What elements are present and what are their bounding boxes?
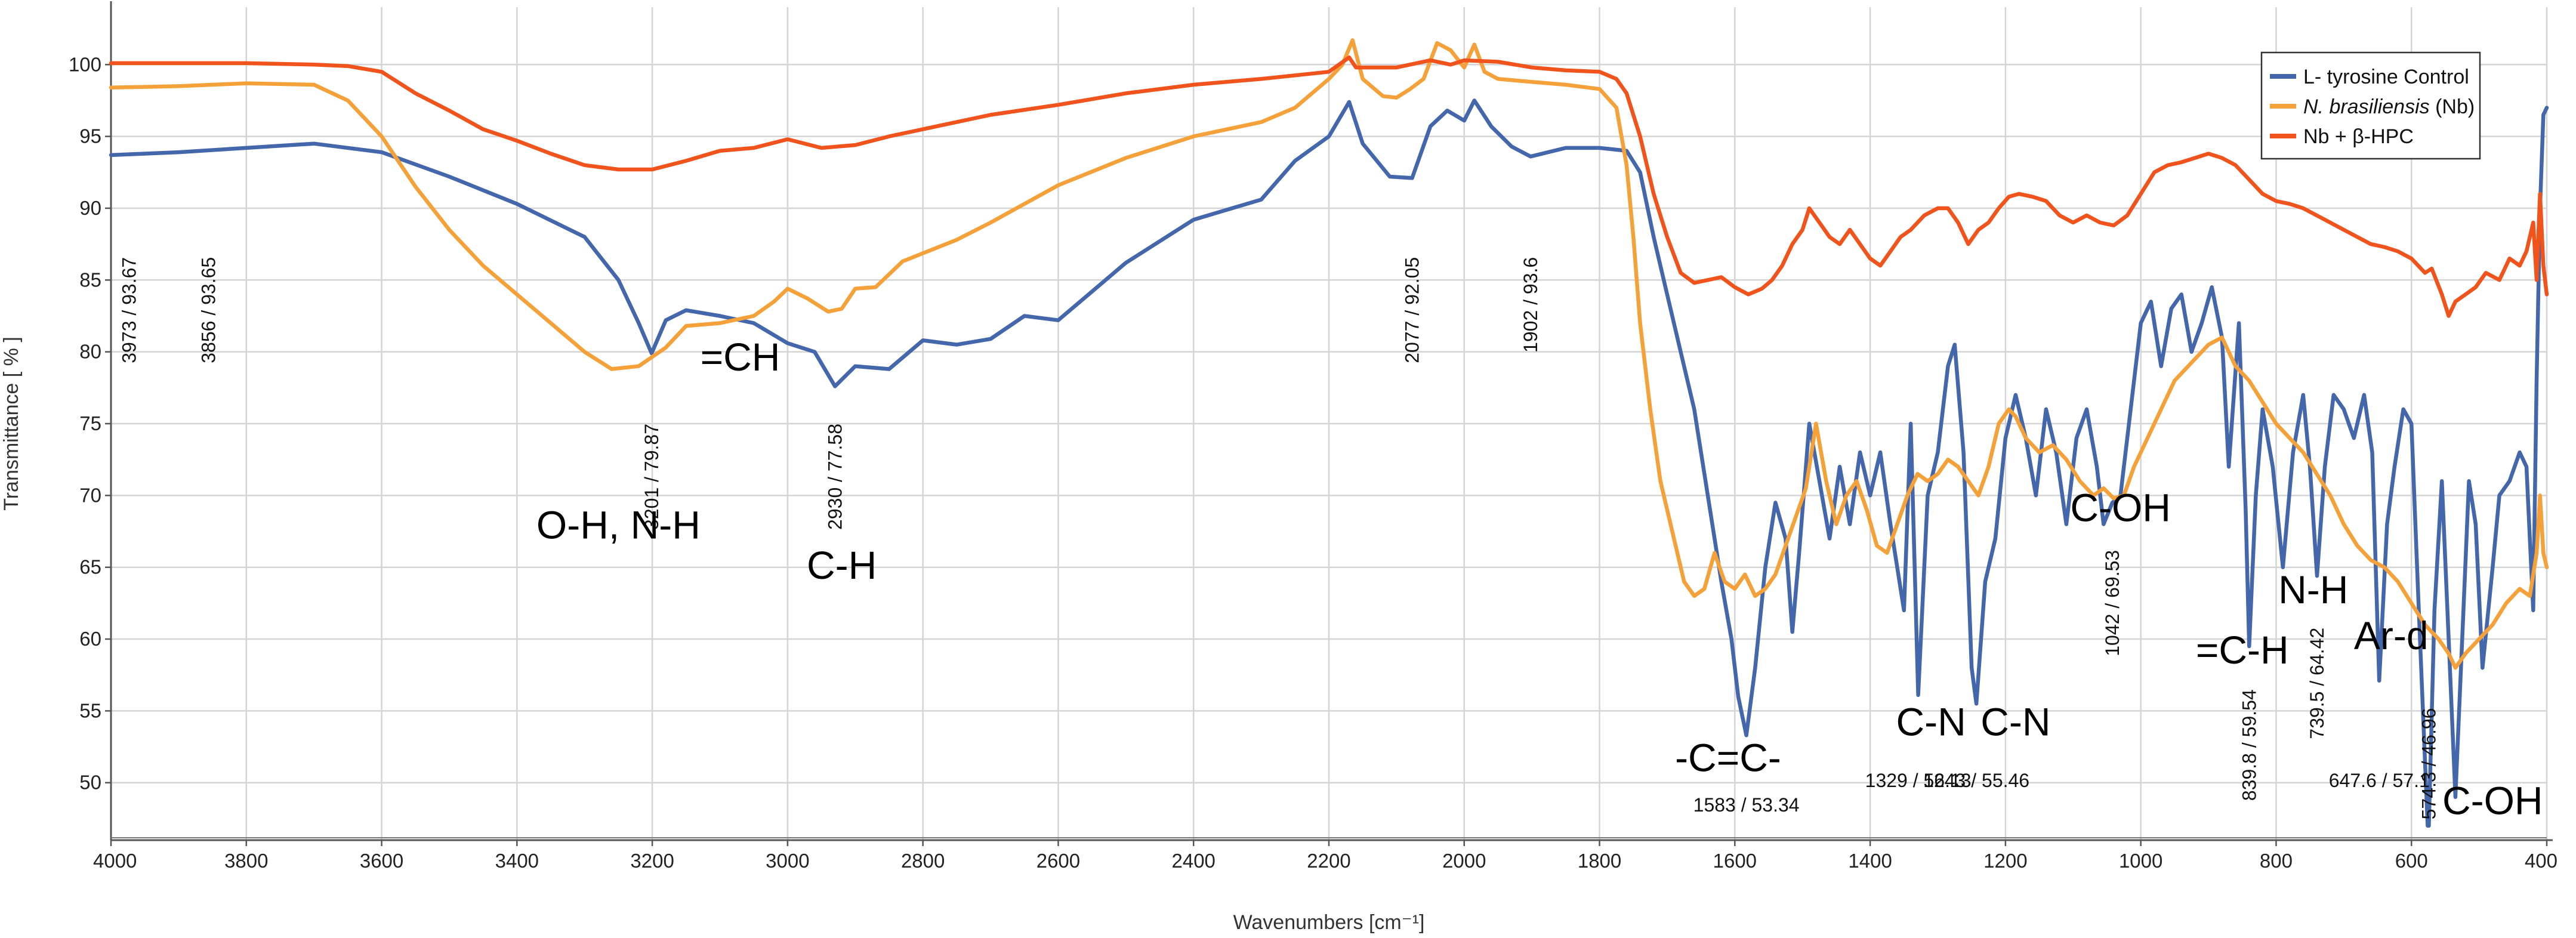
legend-label-l-tyrosine: L- tyrosine Control <box>2303 66 2469 88</box>
x-tick-label: 2600 <box>1036 850 1080 872</box>
series-line-0 <box>109 98 2549 828</box>
y-tick-label: 95 <box>79 125 101 147</box>
peak-labels: 3973 / 93.67 3856 / 93.65 3201 / 79.87 2930… <box>119 257 2440 820</box>
legend-label-nb: N. brasiliensis (Nb) <box>2303 95 2475 118</box>
y-tick-label: 65 <box>79 556 101 578</box>
peak-label: 839.8 / 59.54 <box>2238 689 2260 801</box>
legend-label-nb-italic: N. brasiliensis <box>2303 95 2430 118</box>
peak-label: 739.5 / 64.42 <box>2306 628 2328 739</box>
x-tick-label: 2200 <box>1307 850 1350 872</box>
axes: 4000 3800 3600 3400 3200 3000 2800 2600 2400 2200… <box>69 1 2558 872</box>
peak-label: 3201 / 79.87 <box>641 424 662 530</box>
x-tick-label: 3000 <box>766 850 809 872</box>
y-tick-label: 60 <box>79 628 101 650</box>
series-layer <box>109 38 2549 828</box>
group-labels: O-H, N-H =CH C-H -C=C- C-N C-N C-OH =C-H N-HAr-d… <box>536 335 2543 823</box>
peak-label: 1042 / 69.53 <box>2102 550 2123 656</box>
peak-label: 647.6 / 57.1 <box>2329 770 2430 791</box>
x-tick-label: 1400 <box>1848 850 1892 872</box>
legend: L- tyrosine Control N. brasiliensis (Nb)… <box>2260 51 2481 160</box>
y-tick-label: 70 <box>79 484 101 506</box>
group-label: =C-H <box>2196 628 2289 672</box>
x-tick-label: 3800 <box>224 850 268 872</box>
x-tick-label: 1000 <box>2119 850 2162 872</box>
x-tick-label: 1600 <box>1713 850 1757 872</box>
group-label: -C=C- <box>1675 735 1781 779</box>
legend-label-nb-hpc: Nb + β-HPC <box>2303 125 2414 148</box>
y-tick-label: 85 <box>79 269 101 291</box>
y-tick-label: 50 <box>79 772 101 794</box>
legend-box <box>2260 51 2481 160</box>
x-tick-label: 800 <box>2260 850 2293 872</box>
peak-label: 1902 / 93.6 <box>1520 257 1541 353</box>
peak-label: 1243 / 55.46 <box>1923 770 2029 791</box>
x-tick-label: 3600 <box>360 850 403 872</box>
series-line-2 <box>109 55 2549 318</box>
legend-label-nb-plain: (Nb) <box>2430 95 2475 118</box>
x-tick-label: 4000 <box>93 850 137 872</box>
x-tick-label: 2000 <box>1442 850 1486 872</box>
x-tick-label: 3200 <box>630 850 674 872</box>
group-label: C-N <box>1980 699 2050 743</box>
peak-label: 3856 / 93.65 <box>198 257 219 363</box>
x-tick-label: 3400 <box>495 850 539 872</box>
peak-label: 1329 / 56.13 <box>1865 770 1972 791</box>
x-tick-label: 1800 <box>1578 850 1621 872</box>
series-line-1 <box>109 38 2549 670</box>
x-tick-label: 1200 <box>1983 850 2027 872</box>
grid <box>110 7 2548 840</box>
peak-label: 2077 / 92.05 <box>1401 257 1423 363</box>
x-tick-label: 600 <box>2395 850 2428 872</box>
group-label: C-OH <box>2070 486 2171 530</box>
x-axis-title: Wavenumbers [cm⁻¹] <box>1233 911 1425 934</box>
group-label: C-OH <box>2442 779 2543 823</box>
peak-label: 3973 / 93.67 <box>119 257 140 363</box>
group-label: N-H <box>2278 567 2348 612</box>
peak-label: 2930 / 77.58 <box>824 424 846 530</box>
y-tick-label: 55 <box>79 699 101 721</box>
group-label: =CH <box>701 335 780 379</box>
group-label: O-H, N-H <box>536 503 701 547</box>
x-tick-label: 2400 <box>1172 850 1215 872</box>
y-tick-label: 80 <box>79 341 101 363</box>
peak-label: 1583 / 53.34 <box>1693 794 1800 816</box>
y-tick-label: 75 <box>79 412 101 434</box>
group-label: C-N <box>1896 699 1966 743</box>
y-axis-title: Transmittance [ % ] <box>0 337 23 511</box>
peak-label: 574.3 / 46.96 <box>2418 708 2439 820</box>
x-tick-label: 400 <box>2525 850 2558 872</box>
group-label: Ar-d <box>2354 613 2429 658</box>
y-tick-label: 100 <box>69 53 101 75</box>
x-tick-label: 2800 <box>901 850 945 872</box>
group-label: C-H <box>807 543 877 587</box>
y-tick-label: 90 <box>79 197 101 219</box>
